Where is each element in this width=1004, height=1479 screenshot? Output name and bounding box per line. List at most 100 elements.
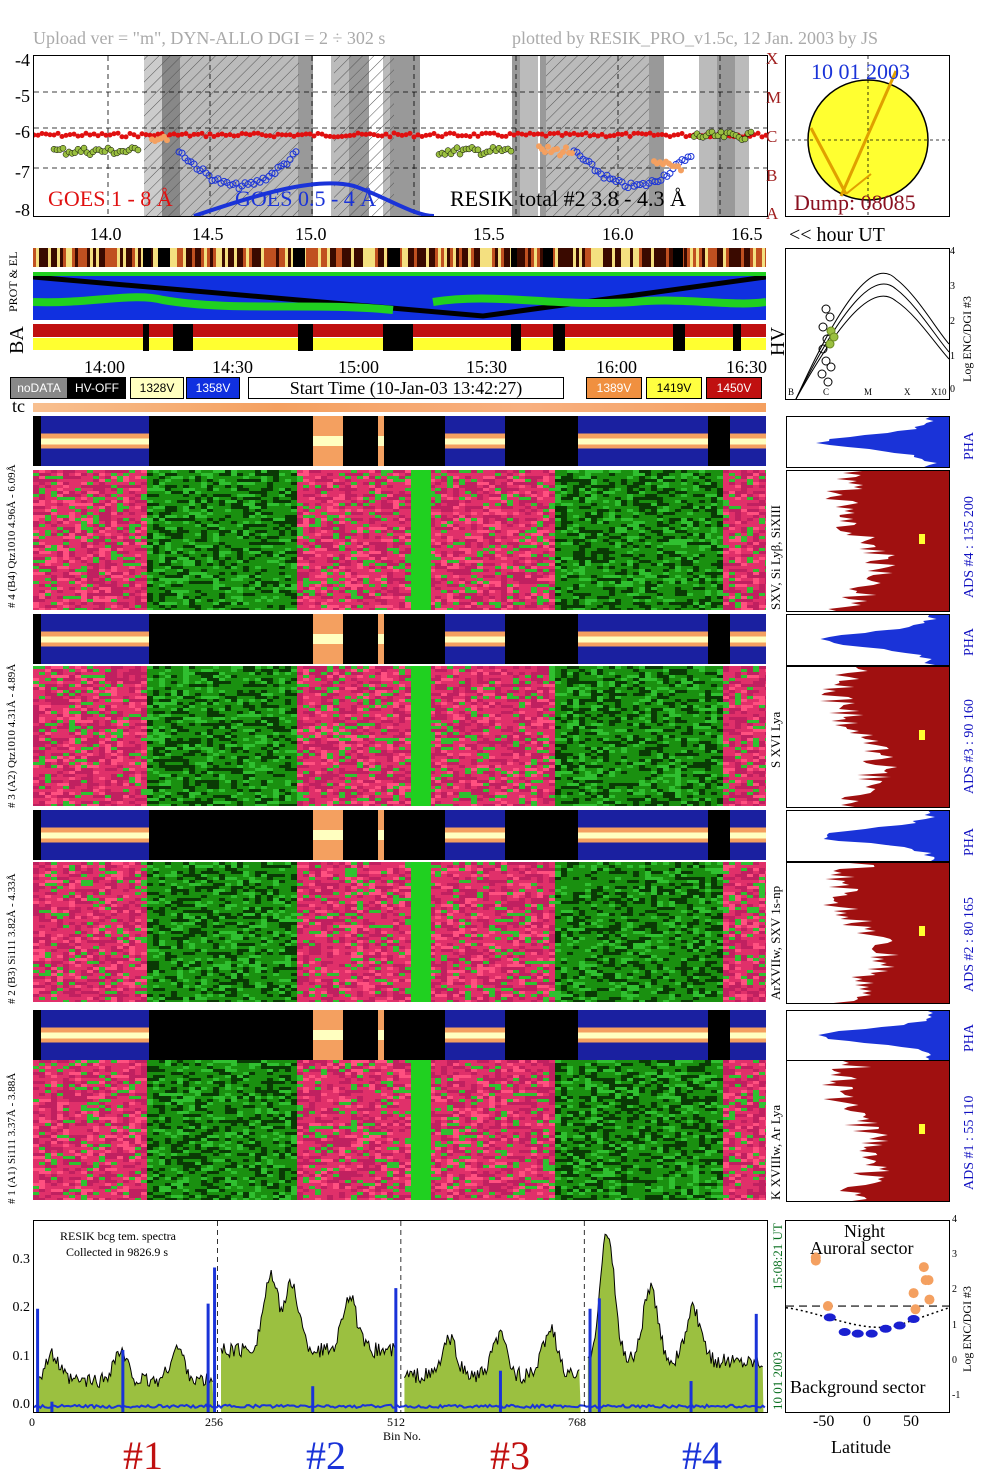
ads-cell (531, 548, 537, 551)
ads-cell (75, 485, 81, 488)
ads-cell (453, 590, 459, 593)
ads-cell (81, 560, 87, 563)
ads-cell (105, 590, 111, 593)
ads-cell (57, 557, 63, 560)
ads-cell (123, 590, 129, 593)
ads-cell (447, 554, 453, 557)
ads-cell (159, 473, 165, 476)
ads-cell (153, 602, 159, 605)
ads-cell (177, 473, 183, 476)
ads-cell (291, 581, 297, 584)
ads-cell (171, 509, 177, 512)
ads-cell (387, 542, 393, 545)
ads-cell (159, 572, 165, 575)
ads-cell (213, 593, 219, 596)
ads-cell (165, 473, 171, 476)
ads-cell (153, 590, 159, 593)
ads-cell (561, 596, 567, 599)
ads-cell (93, 515, 99, 518)
ads-cell (75, 605, 81, 608)
ads-cell (57, 473, 63, 476)
ads-cell (327, 509, 333, 512)
resik-hot-point (554, 146, 560, 152)
ads-cell (51, 533, 57, 536)
ads-cell (237, 596, 243, 599)
el-cell (423, 248, 426, 267)
ads-cell (261, 491, 267, 494)
ads-cell (147, 590, 153, 593)
ads-cell (393, 605, 399, 608)
ads-cell (33, 494, 39, 497)
ads-cell (351, 473, 357, 476)
ads-cell (501, 554, 507, 557)
ads-cell (501, 536, 507, 539)
ads-cell (201, 509, 207, 512)
ads-cell (309, 587, 315, 590)
ads-cell (333, 509, 339, 512)
ads-cell (81, 515, 87, 518)
ads-cell (549, 485, 555, 488)
ads-cell (339, 533, 345, 536)
ads-cell (477, 602, 483, 605)
ads-cell (315, 518, 321, 521)
ads-cell (273, 515, 279, 518)
ads-cell (501, 608, 507, 610)
ads-cell (303, 596, 309, 599)
ads-cell (561, 527, 567, 530)
ads-cell (489, 485, 495, 488)
ads-cell (231, 581, 237, 584)
ads-cell (573, 506, 579, 509)
ads-cell (453, 494, 459, 497)
ads-cell (555, 527, 561, 530)
ads-cell (441, 548, 447, 551)
ads-cell (171, 545, 177, 548)
ads-cell (171, 557, 177, 560)
ads-cell (453, 602, 459, 605)
ads-cell (531, 554, 537, 557)
ads-cell (489, 479, 495, 482)
ads-cell (531, 569, 537, 572)
ads-cell (291, 599, 297, 602)
ads-cell (321, 515, 327, 518)
ads-cell (237, 593, 243, 596)
ads-cell (291, 530, 297, 533)
ads-cell (501, 521, 507, 524)
ads-cell (459, 515, 465, 518)
ads-cell (267, 485, 273, 488)
ads-cell (387, 533, 393, 536)
ads-cell (99, 521, 105, 524)
ads-cell (33, 473, 39, 476)
ads-cell (441, 572, 447, 575)
el-cell (411, 248, 414, 267)
ads-cell (129, 545, 135, 548)
ads-cell (537, 488, 543, 491)
ads-cell (45, 584, 51, 587)
ads-cell (75, 527, 81, 530)
ads-cell (519, 596, 525, 599)
time-tick: 16:00 (596, 357, 637, 378)
ads-cell (117, 539, 123, 542)
ads-cell (33, 497, 39, 500)
ads-cell (489, 494, 495, 497)
ads-cell (393, 581, 399, 584)
ads-cell (297, 557, 303, 560)
ads-cell (99, 539, 105, 542)
ads-cell (327, 584, 333, 587)
el-cell (447, 248, 450, 267)
ads-cell (147, 506, 153, 509)
ads-cell (321, 569, 327, 572)
enc-xtick: B (788, 387, 794, 397)
el-cell (243, 248, 246, 267)
goes-long-point (56, 131, 61, 136)
ads-cell (123, 470, 129, 473)
ads-cell (357, 605, 363, 608)
ads-cell (279, 536, 285, 539)
ads-cell (519, 518, 525, 521)
ads-cell (399, 557, 405, 560)
ads-cell (135, 485, 141, 488)
ads-cell (333, 506, 339, 509)
ads-cell (165, 506, 171, 509)
ads-cell (225, 533, 231, 536)
ads-cell (39, 545, 45, 548)
ads-cell (81, 608, 87, 610)
